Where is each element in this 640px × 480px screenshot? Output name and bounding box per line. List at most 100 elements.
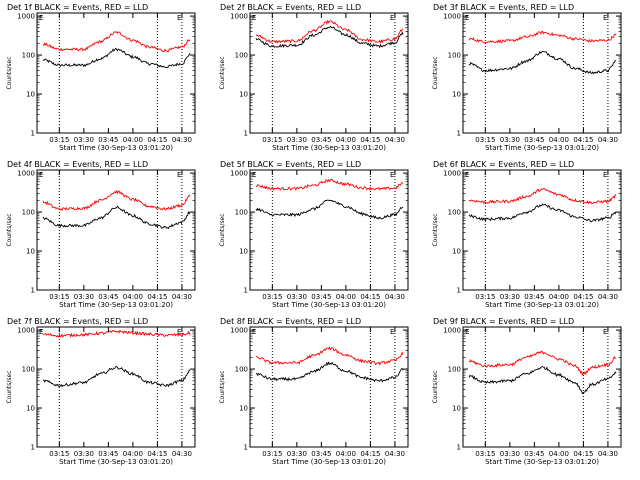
y-tick-label: 1000 [443, 170, 461, 178]
chart-title: Det 6f BLACK = Events, RED = LLD [433, 160, 574, 169]
chart-panel: Det 1f BLACK = Events, RED = LLD E E 1 10 100… [6, 3, 196, 152]
y-tick-label: 1 [31, 287, 35, 295]
chart-title: Det 3f BLACK = Events, RED = LLD [433, 3, 574, 12]
lld-series-line [468, 30, 617, 44]
y-tick-label: 10 [452, 91, 461, 99]
chart-title: Det 1f BLACK = Events, RED = LLD [7, 3, 148, 12]
chart-title: Det 8f BLACK = Events, RED = LLD [220, 317, 361, 326]
x-tick-label: 04:00 [336, 450, 356, 458]
x-tick-label: 04:15 [360, 450, 380, 458]
marker-label: E [465, 171, 469, 179]
chart-panel: Det 6f BLACK = Events, RED = LLD E E 1 10 100… [432, 160, 622, 309]
y-tick-label: 1 [244, 287, 248, 295]
events-series-line [255, 25, 404, 49]
x-tick-label: 03:45 [524, 136, 544, 144]
y-tick-label: 1000 [443, 13, 461, 21]
x-tick-label: 04:00 [336, 293, 356, 301]
x-tick-label: 04:00 [123, 293, 143, 301]
events-series-line [255, 361, 404, 383]
x-tick-label: 03:15 [49, 450, 69, 458]
x-tick-label: 04:30 [598, 136, 618, 144]
x-tick-label: 04:15 [573, 293, 593, 301]
x-axis-label: Start Time (30-Sep-13 03:01:20) [59, 144, 173, 152]
y-tick-label: 100 [448, 366, 461, 374]
plot-frame [462, 12, 622, 134]
x-tick-label: 04:15 [147, 136, 167, 144]
x-tick-label: 03:45 [98, 293, 118, 301]
x-tick-label: 03:30 [287, 136, 307, 144]
chart-panel: Det 9f BLACK = Events, RED = LLD E E 1 10 100… [432, 317, 622, 466]
plot-frame [462, 169, 622, 291]
y-tick-label: 1 [457, 130, 461, 138]
y-tick-label: 1 [31, 444, 35, 452]
marker-label: E [177, 14, 181, 22]
marker-label: E [252, 14, 256, 22]
plot-frame [36, 326, 196, 448]
lld-series-line [42, 189, 191, 212]
y-tick-label: 1000 [17, 13, 35, 21]
marker-label: E [603, 328, 607, 336]
x-tick-label: 03:45 [98, 136, 118, 144]
x-tick-label: 04:15 [147, 293, 167, 301]
events-series-line [468, 203, 617, 223]
chart-panel: Det 5f BLACK = Events, RED = LLD E E 1 10 100… [219, 160, 409, 309]
x-tick-label: 04:00 [336, 136, 356, 144]
y-tick-label: 10 [239, 248, 248, 256]
x-tick-label: 03:45 [311, 293, 331, 301]
x-tick-label: 04:00 [123, 450, 143, 458]
y-axis-label: Counts/sec [432, 370, 439, 403]
plot-frame [249, 169, 409, 291]
x-tick-label: 03:15 [262, 136, 282, 144]
x-tick-label: 03:15 [49, 136, 69, 144]
x-tick-label: 03:30 [287, 293, 307, 301]
marker-label: E [465, 14, 469, 22]
plot-frame [462, 326, 622, 448]
y-tick-label: 100 [235, 52, 248, 60]
y-tick-label: 1000 [230, 170, 248, 178]
events-series-line [468, 50, 617, 75]
y-tick-label: 100 [22, 52, 35, 60]
plot-frame [36, 12, 196, 134]
x-tick-label: 03:30 [74, 293, 94, 301]
y-tick-label: 100 [448, 209, 461, 217]
x-tick-label: 04:30 [385, 293, 405, 301]
x-tick-label: 04:15 [360, 293, 380, 301]
y-tick-label: 10 [452, 405, 461, 413]
y-tick-label: 1 [457, 287, 461, 295]
lld-series-line [42, 329, 191, 338]
plot-frame [249, 326, 409, 448]
y-tick-label: 10 [452, 248, 461, 256]
x-tick-label: 04:30 [172, 293, 192, 301]
y-axis-label: Counts/sec [6, 56, 13, 89]
x-axis-label: Start Time (30-Sep-13 03:01:20) [485, 144, 599, 152]
chart-title: Det 2f BLACK = Events, RED = LLD [220, 3, 361, 12]
x-tick-label: 03:30 [500, 293, 520, 301]
x-tick-label: 04:30 [598, 450, 618, 458]
chart-panel: Det 7f BLACK = Events, RED = LLD E E 1 10 100… [6, 317, 196, 466]
x-tick-label: 03:15 [475, 136, 495, 144]
events-series-line [468, 366, 617, 395]
chart-title: Det 5f BLACK = Events, RED = LLD [220, 160, 361, 169]
y-tick-label: 1 [31, 130, 35, 138]
lld-series-line [42, 31, 191, 53]
x-axis-label: Start Time (30-Sep-13 03:01:20) [272, 301, 386, 309]
x-tick-label: 03:45 [311, 136, 331, 144]
x-tick-label: 03:15 [262, 450, 282, 458]
y-tick-label: 1 [244, 130, 248, 138]
y-tick-label: 10 [239, 405, 248, 413]
marker-label: E [177, 171, 181, 179]
lld-series-line [468, 188, 617, 205]
x-tick-label: 03:15 [262, 293, 282, 301]
y-axis-label: Counts/sec [219, 370, 226, 403]
x-tick-label: 03:45 [524, 450, 544, 458]
x-axis-label: Start Time (30-Sep-13 03:01:20) [272, 144, 386, 152]
y-tick-label: 100 [235, 366, 248, 374]
chart-title: Det 7f BLACK = Events, RED = LLD [7, 317, 148, 326]
y-tick-label: 100 [22, 209, 35, 217]
chart-title: Det 9f BLACK = Events, RED = LLD [433, 317, 574, 326]
x-tick-label: 03:30 [287, 450, 307, 458]
plot-frame [36, 169, 196, 291]
chart-panel: Det 4f BLACK = Events, RED = LLD E E 1 10 100… [6, 160, 196, 309]
y-tick-label: 1000 [17, 327, 35, 335]
